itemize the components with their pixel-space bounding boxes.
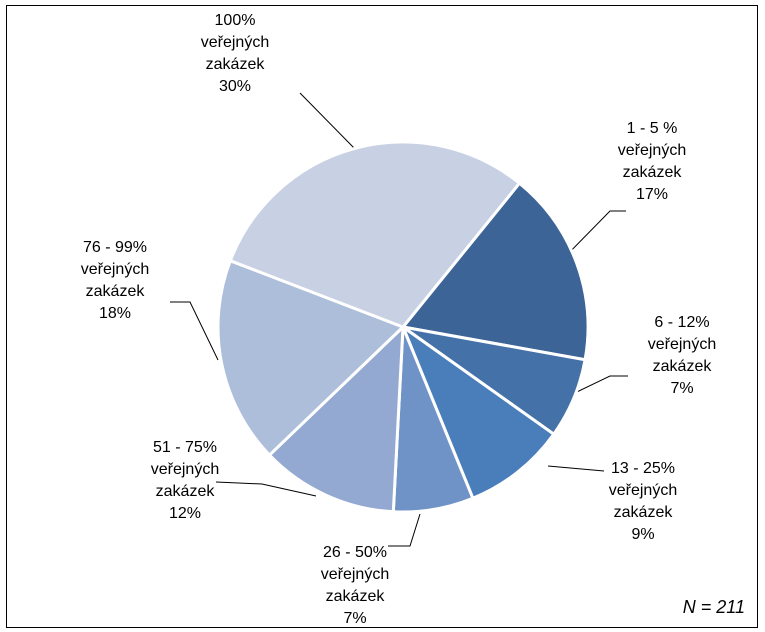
- frame: [6, 5, 758, 628]
- category-label: 13 - 25% veřejných zakázek: [608, 460, 678, 521]
- value-label: 9%: [631, 526, 655, 543]
- slice-label: 6 - 12% veřejných zakázek 7%: [630, 312, 734, 400]
- value-label: 12%: [168, 505, 202, 522]
- category-label: 51 - 75% veřejných zakázek: [150, 439, 220, 500]
- pie-slice: [267, 323, 405, 514]
- category-label: 1 - 5 % veřejných zakázek: [617, 120, 687, 181]
- category-label: 76 - 99% veřejných zakázek: [80, 239, 150, 300]
- category-label: 100% veřejných zakázek: [200, 12, 270, 73]
- pie-slice: [399, 322, 556, 501]
- pie-slice: [228, 140, 522, 329]
- category-label: 26 - 50% veřejných zakázek: [320, 544, 390, 605]
- value-label: 18%: [98, 305, 132, 322]
- slice-label: 51 - 75% veřejných zakázek 12%: [133, 437, 237, 525]
- slice-label: 100% veřejných zakázek 30%: [183, 10, 287, 98]
- value-label: 7%: [670, 380, 694, 397]
- pie-slice: [400, 181, 590, 362]
- slice-label: 26 - 50% veřejných zakázek 7%: [303, 542, 407, 630]
- value-label: 17%: [635, 186, 669, 203]
- annotation: N = 211: [682, 597, 745, 617]
- slice-label: 1 - 5 % veřejných zakázek 17%: [600, 118, 704, 206]
- slice-label: 76 - 99% veřejných zakázek 18%: [63, 237, 167, 325]
- value-label: 7%: [343, 610, 367, 627]
- value-label: 30%: [218, 78, 252, 95]
- slice-label: 13 - 25% veřejných zakázek 9%: [591, 458, 695, 546]
- category-label: 6 - 12% veřejných zakázek: [647, 314, 717, 375]
